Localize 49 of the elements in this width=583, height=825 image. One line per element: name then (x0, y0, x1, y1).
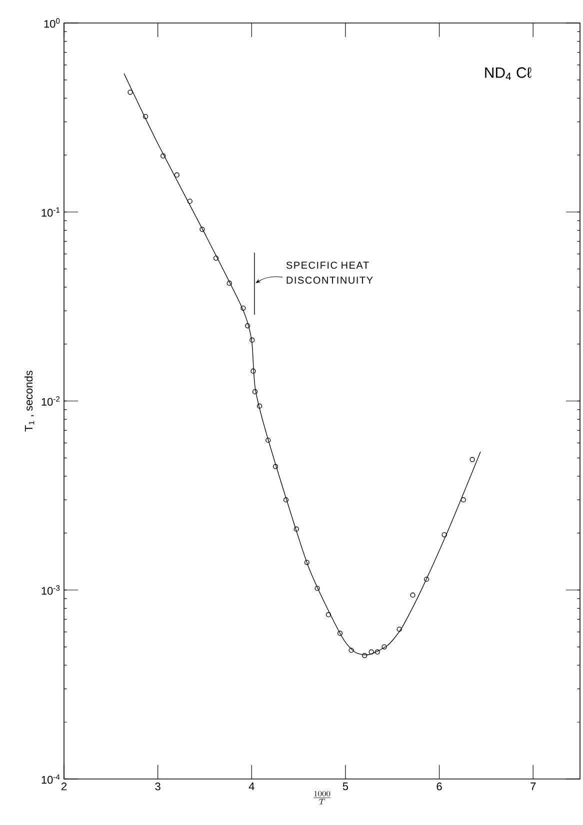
point (326, 612, 332, 618)
point (374, 649, 380, 655)
point (256, 404, 262, 409)
point (240, 306, 246, 311)
y-axis-title: T$_{1}$ , seconds (24, 370, 34, 432)
point (337, 630, 343, 636)
point (200, 226, 205, 232)
point (348, 648, 354, 653)
point (245, 323, 250, 328)
point (294, 526, 299, 532)
point (424, 576, 430, 582)
point (213, 256, 219, 261)
x-tick-label: 3 (155, 782, 160, 790)
point (266, 438, 271, 443)
point (410, 592, 416, 598)
line-series (124, 73, 481, 656)
x-tick-label: 5 (342, 782, 348, 790)
point (368, 649, 374, 655)
point (470, 457, 475, 462)
point (396, 626, 402, 632)
x-axis-title: $\frac{1000}{T}$ (314, 790, 330, 804)
x-tick-label: 6 (436, 782, 442, 790)
point (128, 90, 133, 95)
point (187, 198, 192, 204)
x-tick-label: 7 (530, 782, 536, 790)
point (314, 586, 320, 591)
y-tick-label: 10$^{0}$ (44, 18, 60, 28)
y-tick-label: 10$^{-3}$ (42, 585, 60, 595)
point (142, 114, 148, 120)
point (460, 497, 466, 502)
x-tick-label: 2 (62, 782, 66, 790)
text: ND$_{4}$ Cℓ (485, 67, 532, 80)
point (273, 464, 278, 470)
point (252, 389, 258, 394)
x-tick-label: 4 (248, 782, 254, 790)
point (382, 644, 387, 650)
point (174, 172, 180, 178)
point (250, 338, 255, 343)
point (226, 280, 232, 286)
point (304, 560, 310, 565)
point (160, 153, 166, 158)
point (250, 368, 256, 374)
point (442, 532, 447, 538)
y-tick-label: 10$^{-4}$ (42, 774, 60, 784)
y-tick-label: 10$^{-2}$ (42, 396, 60, 406)
y-tick-label: 10$^{-1}$ (42, 207, 60, 217)
ref-line-label: SPECIFIC HEAT DISCONTINUITY (286, 262, 373, 284)
point (283, 497, 289, 502)
point (362, 653, 368, 658)
